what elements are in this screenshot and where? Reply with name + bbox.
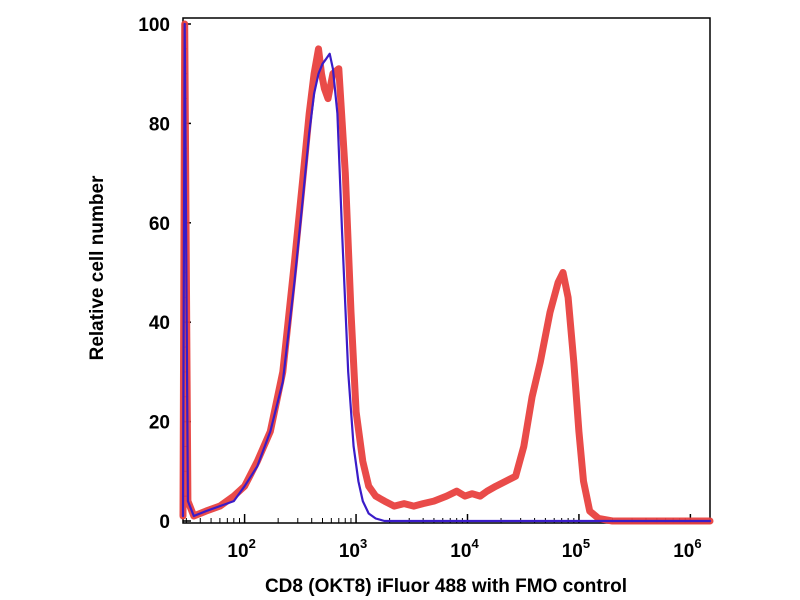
y-tick-label: 20 <box>149 413 170 434</box>
y-tick-label: 0 <box>159 512 170 533</box>
y-tick-label: 40 <box>149 313 170 334</box>
x-tick-exponent: 4 <box>471 536 479 551</box>
x-tick-label: 106 <box>673 536 701 562</box>
y-tick-label: 60 <box>149 214 170 235</box>
x-tick-base: 10 <box>562 541 583 562</box>
y-tick-label: 100 <box>138 15 170 36</box>
x-tick-base: 10 <box>227 541 248 562</box>
x-tick-label: 105 <box>562 536 590 562</box>
y-axis-label: Relative cell number <box>87 175 108 360</box>
x-tick-exponent: 5 <box>583 536 590 551</box>
x-tick-exponent: 2 <box>249 536 256 551</box>
series-line-cd8 <box>179 20 714 525</box>
x-axis-label: CD8 (OKT8) iFluor 488 with FMO control <box>265 576 627 597</box>
x-tick-base: 10 <box>450 541 471 562</box>
x-tick-label: 103 <box>339 536 367 562</box>
x-tick-label: 104 <box>450 536 479 562</box>
series-line-fmo-control <box>181 22 712 523</box>
series-layer <box>179 20 714 525</box>
x-tick-base: 10 <box>339 541 360 562</box>
x-tick-base: 10 <box>673 541 694 562</box>
x-tick-exponent: 6 <box>694 536 701 551</box>
x-tick-exponent: 3 <box>360 536 367 551</box>
y-tick-label: 80 <box>149 114 170 135</box>
x-tick-label: 102 <box>227 536 255 562</box>
